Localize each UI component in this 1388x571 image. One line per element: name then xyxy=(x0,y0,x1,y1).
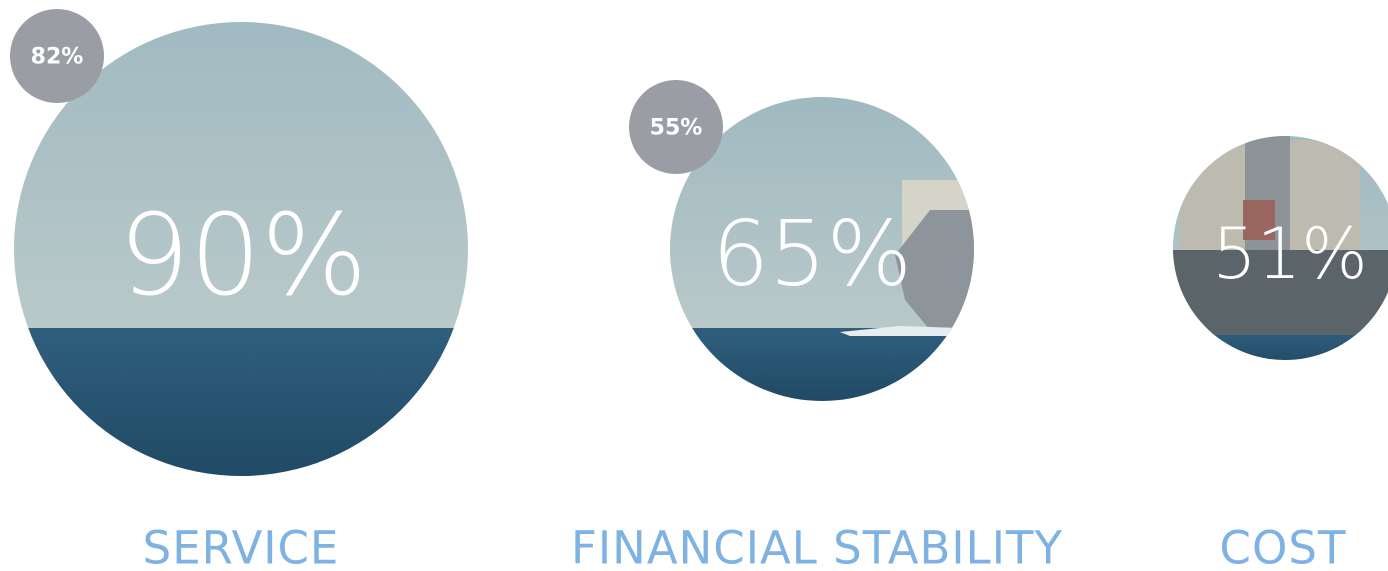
badge xyxy=(629,80,723,174)
category-label: COST xyxy=(1220,522,1347,571)
category-label: FINANCIAL STABILITY xyxy=(571,522,1063,571)
main-value: 65% xyxy=(712,202,912,307)
badge-value: 55% xyxy=(650,116,703,141)
main-value: 51% xyxy=(1212,213,1368,295)
category-label: SERVICE xyxy=(143,522,340,571)
badge-value: 82% xyxy=(31,45,84,70)
badge xyxy=(10,9,104,103)
main-value: 90% xyxy=(119,191,368,321)
